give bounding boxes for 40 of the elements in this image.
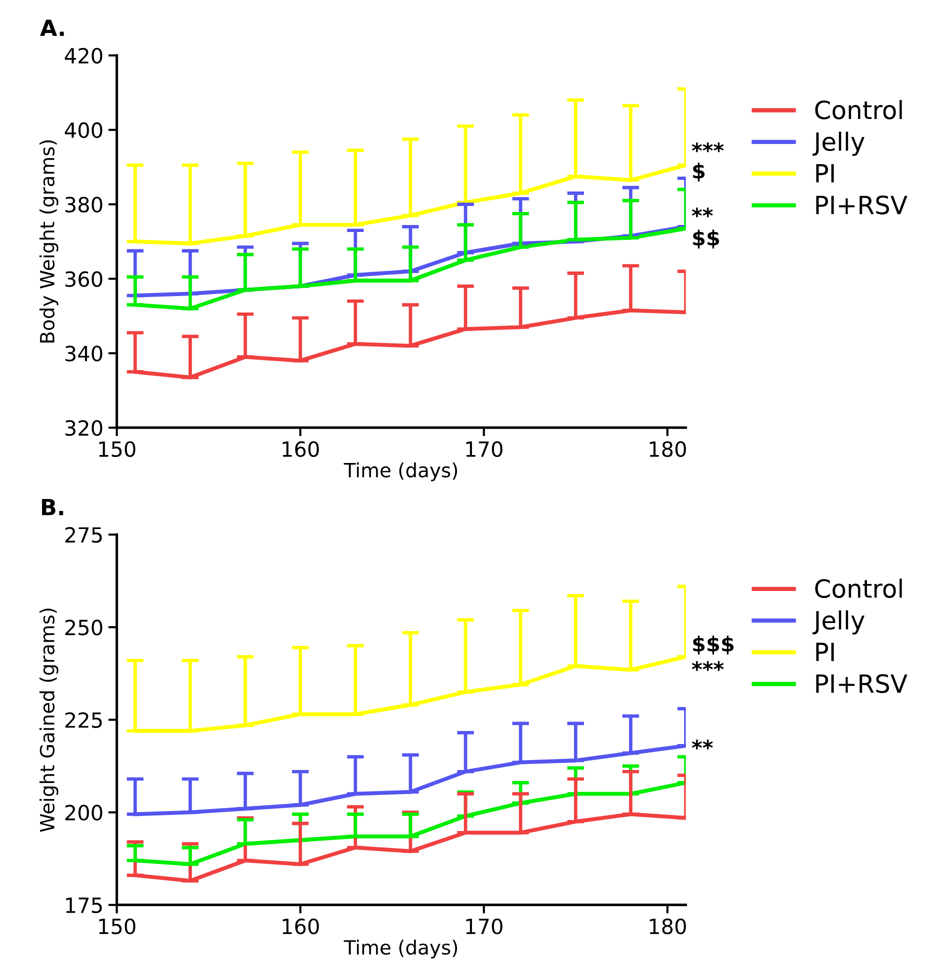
legend-label: PI: [816, 164, 834, 182]
legend-label: Control: [815, 100, 902, 120]
x-axis-title: Time (days): [344, 462, 458, 482]
y-tick-label: 275: [65, 527, 102, 543]
y-tick-label: 320: [65, 420, 102, 436]
legend-label: PI+RSV: [816, 674, 908, 694]
x-tick-label: 160: [282, 441, 319, 457]
text: **: [692, 208, 713, 218]
text: ***: [692, 142, 724, 152]
x-tick-label: 160: [282, 918, 319, 934]
x-tick-label: 150: [99, 918, 136, 934]
x-tick-label: 150: [99, 441, 136, 457]
legend-label: PI: [816, 642, 834, 662]
chart-title: A.: [40, 20, 64, 36]
text: ***: [692, 661, 724, 671]
y-axis-title: Weight Gained (grams): [39, 608, 58, 832]
y-tick-label: 400: [64, 122, 102, 138]
y-tick-label: 225: [65, 712, 102, 728]
y-tick-label: 250: [65, 620, 102, 636]
y-tick-label: 420: [64, 48, 102, 64]
legend-label: Control: [815, 578, 902, 598]
y-tick-label: 200: [65, 804, 102, 821]
text: $$$: [693, 636, 734, 655]
legend-label: Jelly: [812, 610, 864, 635]
x-tick-label: 180: [650, 441, 686, 457]
x-tick-label: 180: [650, 918, 686, 934]
legend-label: PI+RSV: [816, 196, 908, 214]
y-tick-label: 175: [66, 898, 102, 914]
y-tick-label: 380: [65, 196, 102, 213]
text: $: [693, 162, 705, 182]
y-tick-label: 340: [65, 346, 102, 362]
legend-label: Jelly: [812, 132, 864, 156]
y-tick-label: 360: [65, 271, 102, 287]
x-tick-label: 170: [466, 918, 502, 934]
x-axis-title: Time (days): [344, 940, 458, 958]
text: $$: [693, 230, 720, 248]
x-tick-label: 170: [466, 441, 502, 457]
text: **: [692, 740, 713, 750]
chart-title: B.: [42, 498, 64, 516]
y-axis-title: Body Weight (grams): [39, 140, 58, 342]
